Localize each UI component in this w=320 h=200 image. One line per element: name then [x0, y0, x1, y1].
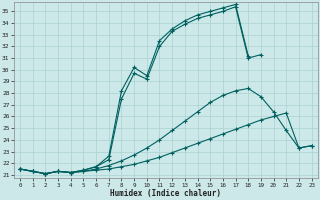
X-axis label: Humidex (Indice chaleur): Humidex (Indice chaleur) [110, 189, 221, 198]
